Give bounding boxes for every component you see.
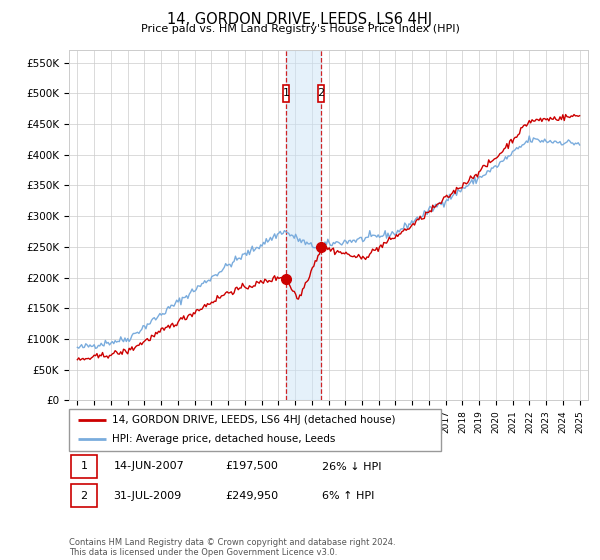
FancyBboxPatch shape	[69, 409, 441, 451]
Text: 14, GORDON DRIVE, LEEDS, LS6 4HJ: 14, GORDON DRIVE, LEEDS, LS6 4HJ	[167, 12, 433, 27]
Text: 14-JUN-2007: 14-JUN-2007	[113, 461, 184, 472]
Text: Contains HM Land Registry data © Crown copyright and database right 2024.
This d: Contains HM Land Registry data © Crown c…	[69, 538, 395, 557]
Text: 2: 2	[80, 491, 88, 501]
Text: £197,500: £197,500	[225, 461, 278, 472]
Text: 31-JUL-2009: 31-JUL-2009	[113, 491, 182, 501]
Text: HPI: Average price, detached house, Leeds: HPI: Average price, detached house, Leed…	[112, 435, 335, 445]
Text: 2: 2	[317, 88, 325, 99]
FancyBboxPatch shape	[318, 85, 324, 102]
Text: 26% ↓ HPI: 26% ↓ HPI	[322, 461, 382, 472]
Text: 1: 1	[283, 88, 289, 99]
FancyBboxPatch shape	[71, 484, 97, 507]
FancyBboxPatch shape	[71, 455, 97, 478]
Text: £249,950: £249,950	[225, 491, 278, 501]
Text: Price paid vs. HM Land Registry's House Price Index (HPI): Price paid vs. HM Land Registry's House …	[140, 24, 460, 34]
Text: 6% ↑ HPI: 6% ↑ HPI	[322, 491, 374, 501]
Text: 14, GORDON DRIVE, LEEDS, LS6 4HJ (detached house): 14, GORDON DRIVE, LEEDS, LS6 4HJ (detach…	[112, 415, 395, 425]
Text: 1: 1	[80, 461, 88, 472]
Bar	[286, 50, 321, 400]
FancyBboxPatch shape	[283, 85, 289, 102]
